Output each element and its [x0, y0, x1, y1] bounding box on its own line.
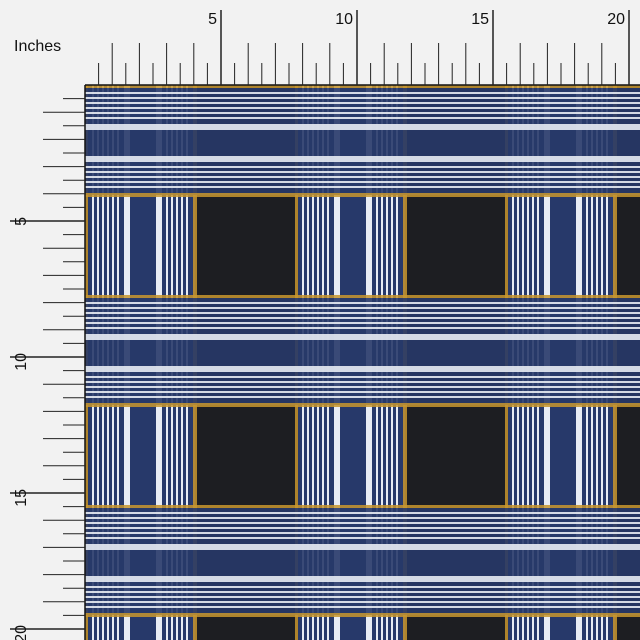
top-ruler-label: 5: [208, 11, 217, 28]
top-ruler: [0, 0, 640, 85]
left-ruler-label: 15: [13, 489, 30, 507]
left-ruler: [0, 0, 85, 640]
top-ruler-label: 10: [335, 11, 353, 28]
top-ruler-label: 15: [471, 11, 489, 28]
unit-label: Inches: [14, 38, 61, 55]
fabric: [85, 85, 640, 640]
left-ruler-label: 5: [13, 217, 30, 226]
left-ruler-label: 10: [13, 353, 30, 371]
ruler-ticks: [10, 10, 630, 630]
left-ruler-label: 20: [13, 625, 30, 640]
top-ruler-label: 20: [607, 11, 625, 28]
